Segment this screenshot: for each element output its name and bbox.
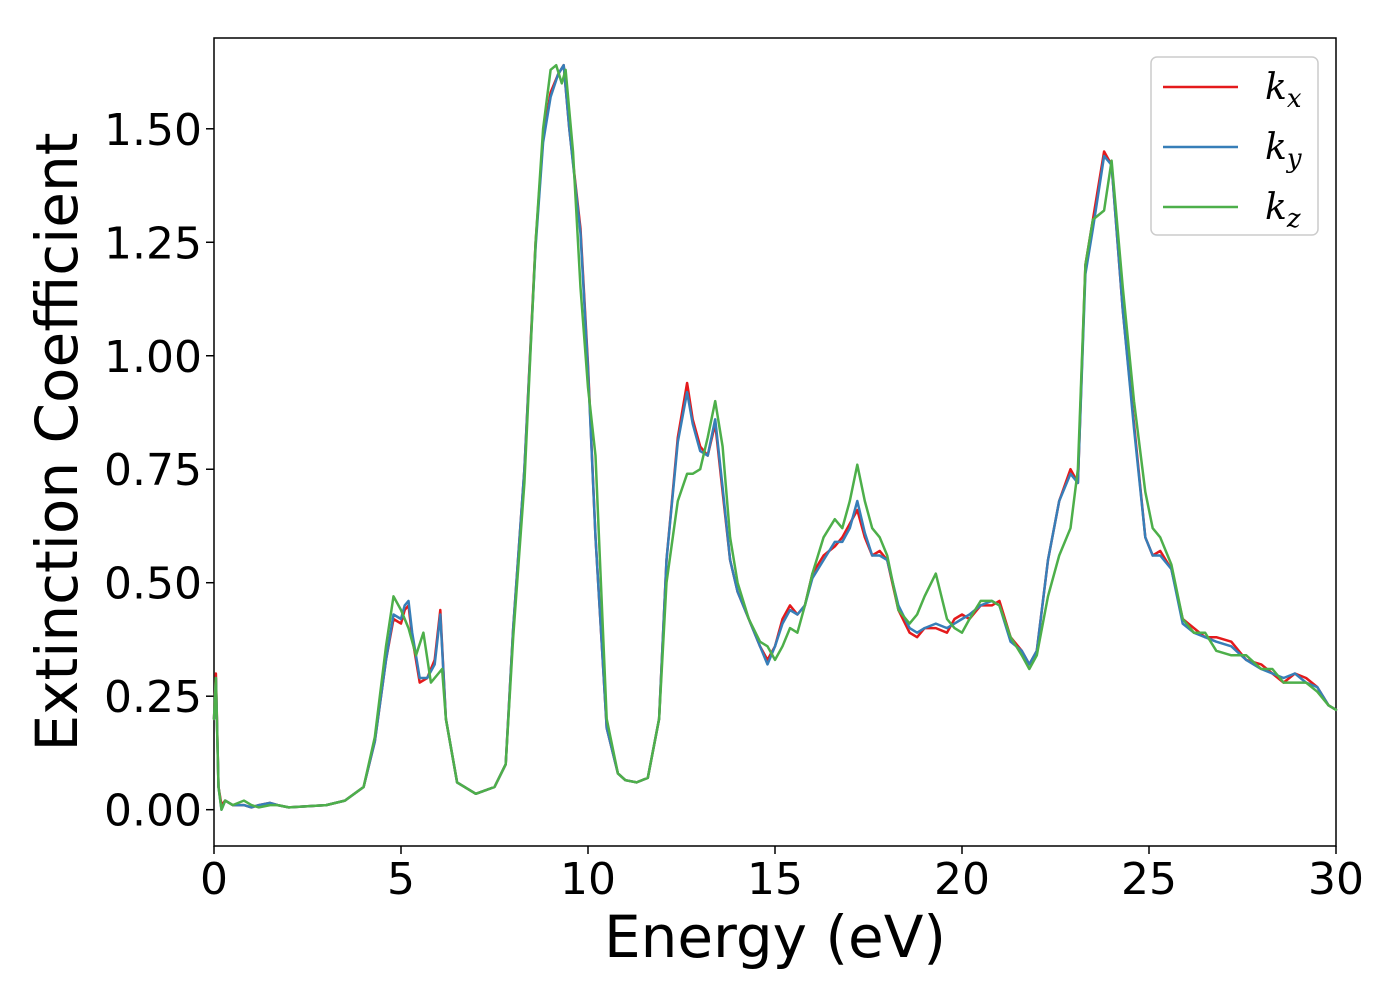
x-tick-label: 20 — [934, 854, 990, 905]
y-tick-label: 0.50 — [104, 559, 202, 610]
x-tick-label: 0 — [200, 854, 228, 905]
y-tick-label: 1.00 — [104, 332, 202, 383]
y-tick-label: 0.00 — [104, 786, 202, 837]
y-tick-label: 1.50 — [104, 105, 202, 156]
y-tick-label: 0.75 — [104, 445, 202, 496]
y-tick-label: 0.25 — [104, 672, 202, 723]
legend-label-ky: ky — [1265, 127, 1302, 174]
x-tick-label: 30 — [1308, 854, 1364, 905]
x-tick-label: 5 — [387, 854, 415, 905]
x-axis-title: Energy (eV) — [604, 903, 946, 971]
plot-area — [213, 37, 1337, 847]
x-axis: 0 5 10 15 20 25 30 — [200, 846, 1364, 905]
y-axis-title: Extinction Coefficient — [23, 133, 91, 752]
series-line-kz — [212, 63, 1338, 811]
x-tick-label: 25 — [1121, 854, 1177, 905]
legend-label-kz: kz — [1265, 187, 1301, 234]
x-tick-label: 15 — [747, 854, 803, 905]
series-layer — [212, 63, 1338, 811]
x-tick-label: 10 — [560, 854, 616, 905]
y-tick-label: 1.25 — [104, 218, 202, 269]
y-axis: 0.00 0.25 0.50 0.75 1.00 1.25 1.50 — [104, 105, 214, 837]
legend: kx ky kz — [1150, 56, 1319, 236]
legend-label-kx: kx — [1265, 67, 1302, 114]
